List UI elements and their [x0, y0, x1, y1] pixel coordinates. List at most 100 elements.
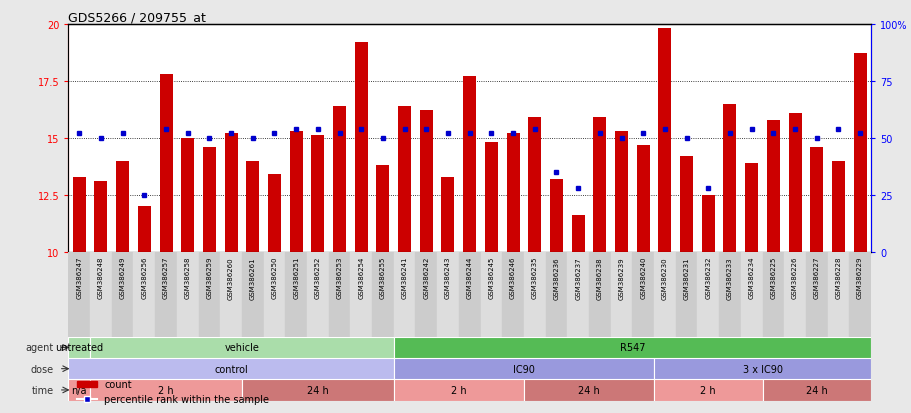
- Bar: [73, 177, 86, 252]
- Text: 2 h: 2 h: [451, 385, 466, 395]
- Text: GSM386237: GSM386237: [575, 256, 580, 299]
- Bar: [307, 252, 328, 337]
- Text: R547: R547: [619, 342, 644, 353]
- Bar: [458, 252, 480, 337]
- Bar: [241, 380, 394, 401]
- Text: GSM386240: GSM386240: [640, 256, 646, 299]
- Bar: [567, 252, 589, 337]
- Bar: [246, 161, 259, 252]
- Bar: [268, 175, 281, 252]
- Bar: [90, 337, 394, 358]
- Bar: [740, 252, 762, 337]
- Text: GSM386232: GSM386232: [704, 256, 711, 299]
- Text: 2 h: 2 h: [158, 385, 174, 395]
- Text: GSM386258: GSM386258: [185, 256, 190, 299]
- Bar: [680, 157, 692, 252]
- Text: GSM386261: GSM386261: [250, 256, 255, 299]
- Bar: [719, 252, 740, 337]
- Text: GSM386251: GSM386251: [292, 256, 299, 299]
- Bar: [133, 252, 155, 337]
- Bar: [701, 195, 714, 252]
- Bar: [571, 216, 584, 252]
- Bar: [155, 252, 177, 337]
- Text: GSM386225: GSM386225: [770, 256, 775, 299]
- Text: GSM386229: GSM386229: [856, 256, 862, 299]
- Bar: [441, 177, 454, 252]
- Text: GSM386238: GSM386238: [596, 256, 602, 299]
- Bar: [549, 179, 562, 252]
- Bar: [241, 252, 263, 337]
- Text: 24 h: 24 h: [805, 385, 826, 395]
- Bar: [636, 145, 649, 252]
- Bar: [610, 252, 631, 337]
- Text: GSM386254: GSM386254: [358, 256, 363, 299]
- Text: untreated: untreated: [56, 342, 103, 353]
- Bar: [263, 252, 285, 337]
- Bar: [220, 252, 241, 337]
- Bar: [506, 134, 519, 252]
- Bar: [589, 252, 610, 337]
- Bar: [653, 380, 762, 401]
- Text: GSM386241: GSM386241: [401, 256, 407, 299]
- Text: time: time: [32, 385, 54, 395]
- Bar: [68, 380, 90, 401]
- Text: GSM386231: GSM386231: [683, 256, 689, 299]
- Bar: [809, 147, 823, 252]
- Text: GSM386257: GSM386257: [163, 256, 169, 299]
- Bar: [722, 104, 736, 252]
- Text: dose: dose: [31, 364, 54, 374]
- Bar: [138, 206, 150, 252]
- Text: GSM386239: GSM386239: [618, 256, 624, 299]
- Bar: [376, 166, 389, 252]
- Bar: [394, 380, 523, 401]
- Text: GSM386236: GSM386236: [553, 256, 558, 299]
- Text: control: control: [214, 364, 248, 374]
- Text: GDS5266 / 209755_at: GDS5266 / 209755_at: [68, 11, 206, 24]
- Text: GSM386259: GSM386259: [206, 256, 212, 299]
- Bar: [653, 252, 675, 337]
- Bar: [502, 252, 523, 337]
- Bar: [848, 252, 870, 337]
- Bar: [95, 182, 107, 252]
- Text: GSM386244: GSM386244: [466, 256, 472, 299]
- Bar: [762, 252, 783, 337]
- Bar: [90, 380, 241, 401]
- Text: GSM386242: GSM386242: [423, 256, 429, 299]
- Bar: [68, 358, 394, 380]
- Bar: [485, 143, 497, 252]
- Text: GSM386249: GSM386249: [119, 256, 126, 299]
- Bar: [68, 337, 90, 358]
- Text: GSM386253: GSM386253: [336, 256, 343, 299]
- Bar: [545, 252, 567, 337]
- Text: GSM386250: GSM386250: [271, 256, 277, 299]
- Text: 24 h: 24 h: [578, 385, 599, 395]
- Legend: count, percentile rank within the sample: count, percentile rank within the sample: [73, 375, 273, 408]
- Text: GSM386226: GSM386226: [791, 256, 797, 299]
- Bar: [199, 252, 220, 337]
- Text: GSM386243: GSM386243: [445, 256, 451, 299]
- Text: GSM386233: GSM386233: [726, 256, 732, 299]
- Bar: [90, 252, 112, 337]
- Bar: [290, 132, 302, 252]
- Bar: [419, 111, 433, 252]
- Bar: [766, 120, 779, 252]
- Text: GSM386234: GSM386234: [748, 256, 753, 299]
- Bar: [631, 252, 653, 337]
- Bar: [593, 118, 606, 252]
- Text: GSM386248: GSM386248: [97, 256, 104, 299]
- Bar: [831, 161, 844, 252]
- Text: GSM386245: GSM386245: [487, 256, 494, 299]
- Bar: [436, 252, 458, 337]
- Bar: [480, 252, 502, 337]
- Bar: [853, 55, 865, 252]
- Text: GSM386246: GSM386246: [509, 256, 516, 299]
- Bar: [805, 252, 826, 337]
- Bar: [675, 252, 697, 337]
- Text: n/a: n/a: [71, 385, 87, 395]
- Bar: [783, 252, 805, 337]
- Bar: [394, 337, 870, 358]
- Text: GSM386256: GSM386256: [141, 256, 148, 299]
- Bar: [523, 252, 545, 337]
- Bar: [177, 252, 199, 337]
- Bar: [328, 252, 350, 337]
